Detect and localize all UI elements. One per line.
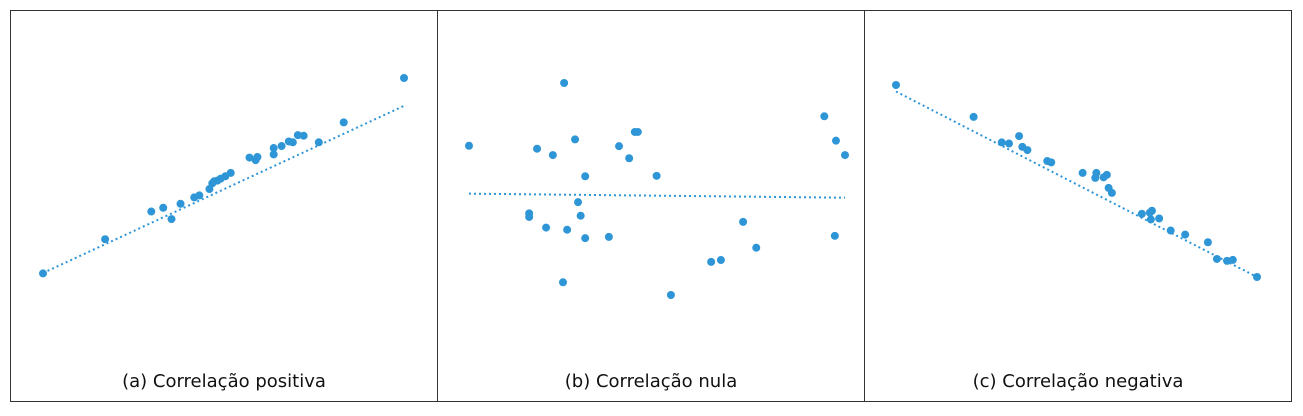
- scatter-point: [533, 144, 542, 153]
- scatter-plot-null: [465, 79, 849, 299]
- scatter-point: [101, 235, 110, 244]
- scatter-point: [969, 112, 978, 121]
- scatter-point: [1107, 188, 1116, 197]
- scatter-point: [1092, 168, 1101, 177]
- scatter-point: [841, 151, 849, 160]
- scatter-point: [269, 150, 278, 159]
- scatter-point: [1078, 168, 1087, 177]
- scatter-point: [245, 153, 254, 162]
- scatter-point: [339, 118, 348, 127]
- scatter-plot-negative: [892, 81, 1261, 281]
- scatter-point: [1212, 254, 1221, 263]
- trend-line: [42, 104, 405, 274]
- caption-null-correlation: (b) Correlação nula: [564, 371, 738, 392]
- scatter-point: [1147, 206, 1156, 215]
- scatter-point: [167, 215, 176, 224]
- scatter-point: [830, 231, 839, 240]
- scatter-point: [820, 112, 829, 121]
- scatter-point: [542, 223, 551, 232]
- panel-null-correlation: (b) Correlação nula: [437, 11, 864, 401]
- panel-negative-correlation: (c) Correlação negativa: [864, 11, 1291, 401]
- scatter-point: [288, 138, 297, 147]
- scatter-point: [576, 211, 585, 220]
- scatter-point: [195, 191, 204, 200]
- scatter-point: [739, 217, 748, 226]
- scatter-point: [400, 74, 408, 82]
- scatter-point: [615, 142, 624, 151]
- scatter-point: [465, 141, 473, 150]
- panel-positive-correlation: (a) Correlação positiva: [11, 11, 437, 401]
- scatter-point: [226, 168, 235, 177]
- scatter-point: [525, 209, 534, 218]
- caption-positive-correlation: (a) Correlação positiva: [122, 371, 326, 392]
- scatter-plot-positive: [39, 74, 408, 278]
- scatter-point: [1023, 146, 1032, 155]
- scatter-point: [269, 144, 278, 153]
- scatter-point: [1047, 158, 1056, 167]
- scatter-point: [560, 79, 569, 87]
- scatter-point: [752, 243, 761, 252]
- scatter-point: [563, 225, 572, 234]
- correlation-figure: (a) Correlação positiva (b) Correlação n…: [10, 10, 1292, 402]
- scatter-point: [1004, 139, 1013, 148]
- scatter-point: [559, 278, 567, 287]
- scatter-point: [571, 135, 580, 144]
- scatter-point: [1102, 170, 1111, 179]
- scatter-point: [159, 203, 168, 212]
- scatter-point: [574, 198, 583, 207]
- scatter-point: [299, 131, 308, 140]
- trend-line: [895, 90, 1258, 278]
- scatter-point: [147, 207, 156, 216]
- scatter-point: [666, 291, 675, 299]
- scatter-point: [548, 151, 557, 160]
- scatter-point: [314, 138, 323, 147]
- scatter-point: [1228, 255, 1237, 264]
- scatter-point: [581, 172, 590, 181]
- trend-line: [468, 192, 846, 199]
- scatter-point: [1146, 215, 1155, 224]
- scatter-point: [716, 256, 725, 265]
- scatter-point: [1137, 209, 1146, 218]
- scatter-point: [581, 234, 590, 243]
- scatter-point: [39, 269, 47, 278]
- scatter-point: [1155, 214, 1164, 223]
- scatter-point: [831, 136, 840, 145]
- scatter-point: [1203, 238, 1212, 247]
- scatter-point: [277, 142, 286, 151]
- scatter-point: [293, 131, 302, 140]
- scatter-point: [1253, 273, 1261, 281]
- scatter-point: [604, 232, 613, 241]
- scatter-point: [1015, 132, 1024, 141]
- scatter-point: [892, 81, 900, 89]
- caption-negative-correlation: (c) Correlação negativa: [972, 371, 1184, 392]
- scatter-point: [707, 257, 716, 266]
- scatter-point: [625, 154, 634, 163]
- scatter-point: [997, 138, 1006, 147]
- scatter-point: [633, 127, 642, 136]
- scatter-point: [1166, 226, 1175, 235]
- scatter-point: [652, 171, 661, 180]
- scatter-point: [253, 153, 262, 162]
- scatter-point: [176, 199, 185, 208]
- scatter-point: [1181, 230, 1190, 239]
